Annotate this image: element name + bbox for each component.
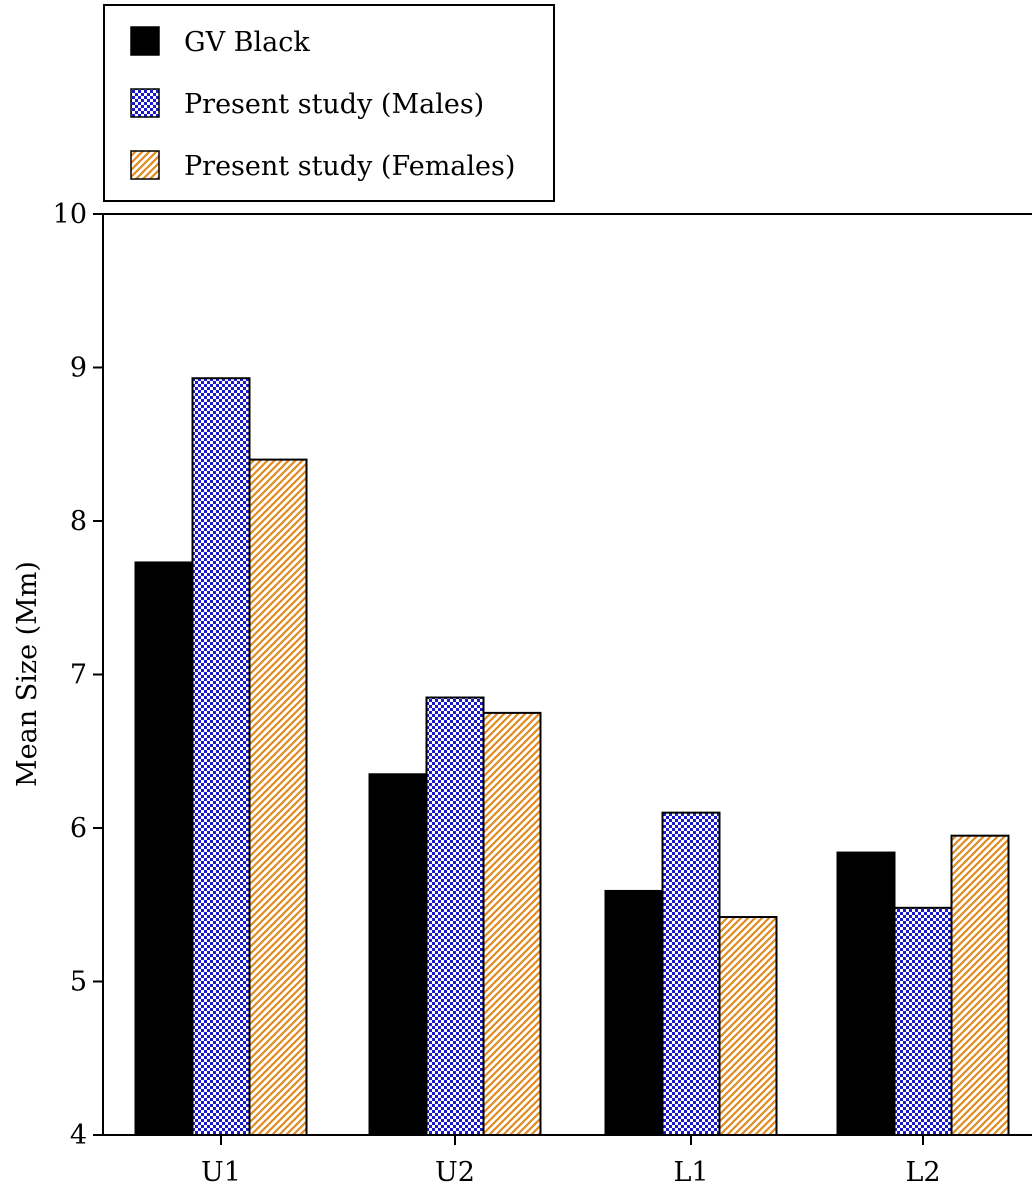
- y-axis-label: Mean Size (Mm): [12, 561, 43, 787]
- legend-label-series-2: Present study (Males): [184, 89, 484, 120]
- legend-label-series-3: Present study (Females): [184, 151, 515, 182]
- bar-l1-series-2: [661, 811, 721, 1137]
- legend-box: [103, 4, 555, 202]
- legend-swatch-series-1: [130, 26, 160, 56]
- y-tick-label: 4: [70, 1120, 87, 1151]
- bar-l1-series-3: [718, 916, 778, 1137]
- legend-swatch-series-3: [130, 150, 160, 180]
- bars: [134, 377, 1010, 1137]
- bar-u1-series-2: [191, 377, 251, 1136]
- y-tick-label: 5: [70, 967, 87, 998]
- y-tick-label: 7: [70, 660, 87, 691]
- y-tick-label: 9: [70, 353, 87, 384]
- bar-l2-series-2: [893, 906, 953, 1136]
- bar-l2-series-1: [836, 851, 896, 1136]
- legend: GV Black Present study (Males) Present stu…: [103, 4, 555, 202]
- bar-u2-series-2: [425, 696, 485, 1137]
- x-tick-label: L1: [673, 1157, 708, 1188]
- x-tick-label: L2: [905, 1157, 940, 1188]
- x-tick-label: U1: [201, 1157, 241, 1188]
- y-axis: 4 5 6 7 8 9 10: [53, 199, 103, 1151]
- bar-u2-series-1: [368, 773, 428, 1137]
- bar-l1-series-1: [604, 889, 664, 1136]
- y-tick-label: 10: [53, 199, 87, 230]
- bar-l2-series-3: [950, 834, 1010, 1136]
- y-tick-label: 6: [70, 813, 87, 844]
- legend-label-series-1: GV Black: [184, 27, 310, 58]
- plot-frame: [102, 213, 1032, 1136]
- bar-u1-series-1: [134, 561, 194, 1136]
- bar-u1-series-3: [248, 458, 308, 1137]
- x-axis: U1 U2 L1 L2: [201, 1135, 941, 1188]
- y-tick-label: 8: [70, 506, 87, 537]
- legend-swatch-series-2: [130, 88, 160, 118]
- bar-u2-series-3: [482, 711, 542, 1136]
- x-tick-label: U2: [435, 1157, 475, 1188]
